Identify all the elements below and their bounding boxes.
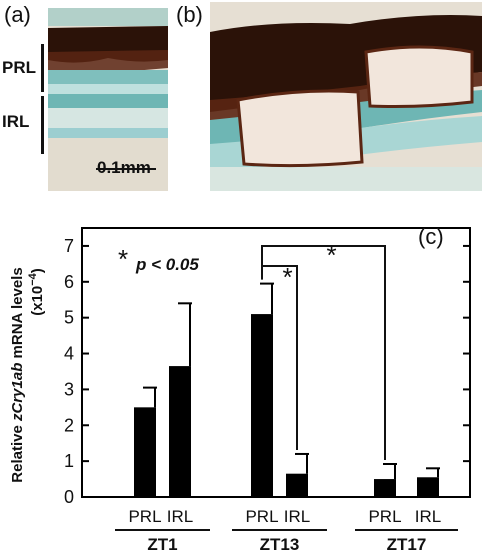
bar-label-zt13-irl: IRL	[284, 507, 310, 526]
micrograph-b	[210, 2, 482, 191]
significance-brackets: **	[261, 240, 386, 461]
significance-bracket-zt13-prl-irl	[262, 265, 298, 450]
bar-label-zt17-prl: PRL	[368, 507, 401, 526]
y-axis-label-suffix: mRNA levels	[9, 267, 26, 362]
y-tick-label: 0	[64, 487, 74, 507]
micrograph-a-image	[48, 8, 168, 191]
y-axis-label: Relative zCry1ab mRNA levels	[9, 267, 26, 482]
significance-note-star: *	[118, 244, 128, 274]
scale-bar	[96, 168, 156, 170]
micrograph-b-image	[210, 2, 482, 191]
y-tick-label: 5	[64, 308, 74, 328]
y-axis-units: (x10−4)	[27, 268, 46, 316]
y-ticks: 0 1 2 3 4 5 6 7	[64, 236, 470, 507]
irl-region-label: IRL	[2, 112, 30, 131]
prl-region-label: PRL	[2, 58, 36, 77]
group-label-zt1: ZT1	[147, 535, 177, 550]
y-tick-label: 3	[64, 379, 74, 399]
y-tick-label: 6	[64, 272, 74, 292]
micrograph-a	[48, 8, 168, 191]
panel-a-label: (a)	[4, 2, 31, 27]
significance-star: *	[282, 262, 292, 292]
y-axis-label-gene: zCry1ab	[9, 363, 26, 422]
group-label-zt17: ZT17	[387, 535, 427, 550]
bar-zt1-prl	[134, 407, 156, 497]
group-label-zt13: ZT13	[260, 535, 300, 550]
bar-label-zt17-irl: IRL	[415, 507, 441, 526]
y-tick-label: 1	[64, 451, 74, 471]
bar-chart: 0 1 2 3 4 5 6 7 PRL IRL ZT1 PRL IRL ZT13 PRL IRL ZT17 *…	[9, 224, 471, 550]
x-labels: PRL IRL ZT1 PRL IRL ZT13 PRL IRL ZT17	[115, 507, 458, 550]
y-tick-label: 2	[64, 415, 74, 435]
significance-bracket-zt13-zt17	[261, 245, 386, 461]
significance-note: * p < 0.05	[118, 244, 199, 274]
bar-zt13-irl	[286, 473, 308, 497]
bar-zt13-prl	[251, 314, 273, 497]
significance-star: *	[326, 240, 336, 270]
y-axis-units-close: )	[29, 268, 46, 273]
y-axis-units-text: (x10	[29, 286, 46, 316]
bar-label-zt1-irl: IRL	[167, 507, 193, 526]
y-axis-label-prefix: Relative	[9, 421, 26, 483]
error-bars	[143, 282, 440, 480]
scale-bar-label: 0.1mm	[97, 158, 151, 177]
prl-bracket	[41, 44, 44, 92]
y-axis-units-exp: −4	[27, 272, 39, 285]
bar-zt1-irl	[169, 366, 191, 497]
bar-label-zt1-prl: PRL	[128, 507, 161, 526]
significance-note-text: p < 0.05	[135, 255, 199, 274]
bar-label-zt13-prl: PRL	[245, 507, 278, 526]
bar-zt17-prl	[374, 479, 396, 497]
panel-b-label: (b)	[176, 2, 203, 27]
bars	[134, 314, 439, 497]
y-tick-label: 4	[64, 344, 74, 364]
plot-frame	[81, 227, 471, 498]
irl-bracket	[41, 96, 44, 154]
bar-zt17-irl	[417, 477, 439, 497]
panel-c-label: (c)	[418, 224, 444, 249]
y-tick-label: 7	[64, 236, 74, 256]
chart-axes	[81, 227, 471, 498]
